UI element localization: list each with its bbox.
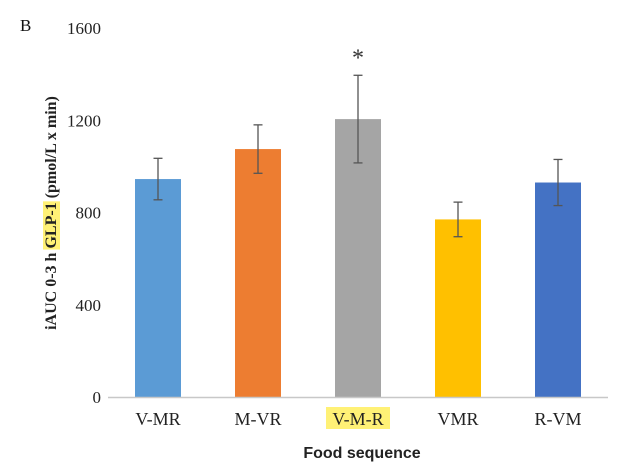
error-bar-m-vr [253, 124, 263, 174]
y-tick-label: 800 [76, 204, 102, 223]
error-bar-v-mr [153, 157, 163, 201]
significance-asterisk: * [352, 45, 364, 71]
y-tick-label: 400 [76, 296, 102, 315]
bar-m-vr [235, 149, 281, 397]
x-tick-label: V-MR [135, 409, 180, 429]
x-tick-label: V-M-R [332, 409, 383, 429]
bars [135, 119, 581, 398]
x-axis-categories: V-MR M-VR V-M-R VMR R-VM [135, 407, 582, 429]
y-axis-label-part: iAUC 0-3 h [43, 249, 60, 330]
y-axis-ticks: 0 400 800 1200 1600 [67, 19, 101, 407]
y-tick-label: 1600 [67, 19, 101, 38]
x-tick-label: R-VM [534, 409, 581, 429]
y-axis-label-text: iAUC 0-3 h GLP-1 (pmol/L x min) [43, 96, 60, 330]
bar-vmr [435, 219, 481, 397]
error-bar-v-m-r [353, 74, 363, 164]
y-tick-label: 0 [93, 388, 102, 407]
x-tick-label: VMR [437, 409, 478, 429]
bar-v-m-r [335, 119, 381, 398]
x-axis-label: Food sequence [303, 445, 420, 462]
y-axis-label-highlight [43, 201, 60, 250]
y-tick-label: 1200 [67, 111, 101, 130]
bar-r-vm [535, 182, 581, 397]
error-bar-vmr [453, 201, 463, 238]
y-axis-label-part: (pmol/L x min) [43, 96, 60, 202]
error-bar-r-vm [553, 158, 563, 207]
y-axis-label-part-highlighted: GLP-1 [43, 202, 60, 248]
bar-v-mr [135, 179, 181, 397]
error-bars [153, 74, 563, 238]
significance-markers: * [352, 45, 364, 71]
y-axis-label: iAUC 0-3 h GLP-1 (pmol/L x min) [43, 96, 60, 330]
category-highlight [326, 407, 390, 429]
panel-label: B [20, 16, 31, 35]
x-tick-label: M-VR [234, 409, 281, 429]
